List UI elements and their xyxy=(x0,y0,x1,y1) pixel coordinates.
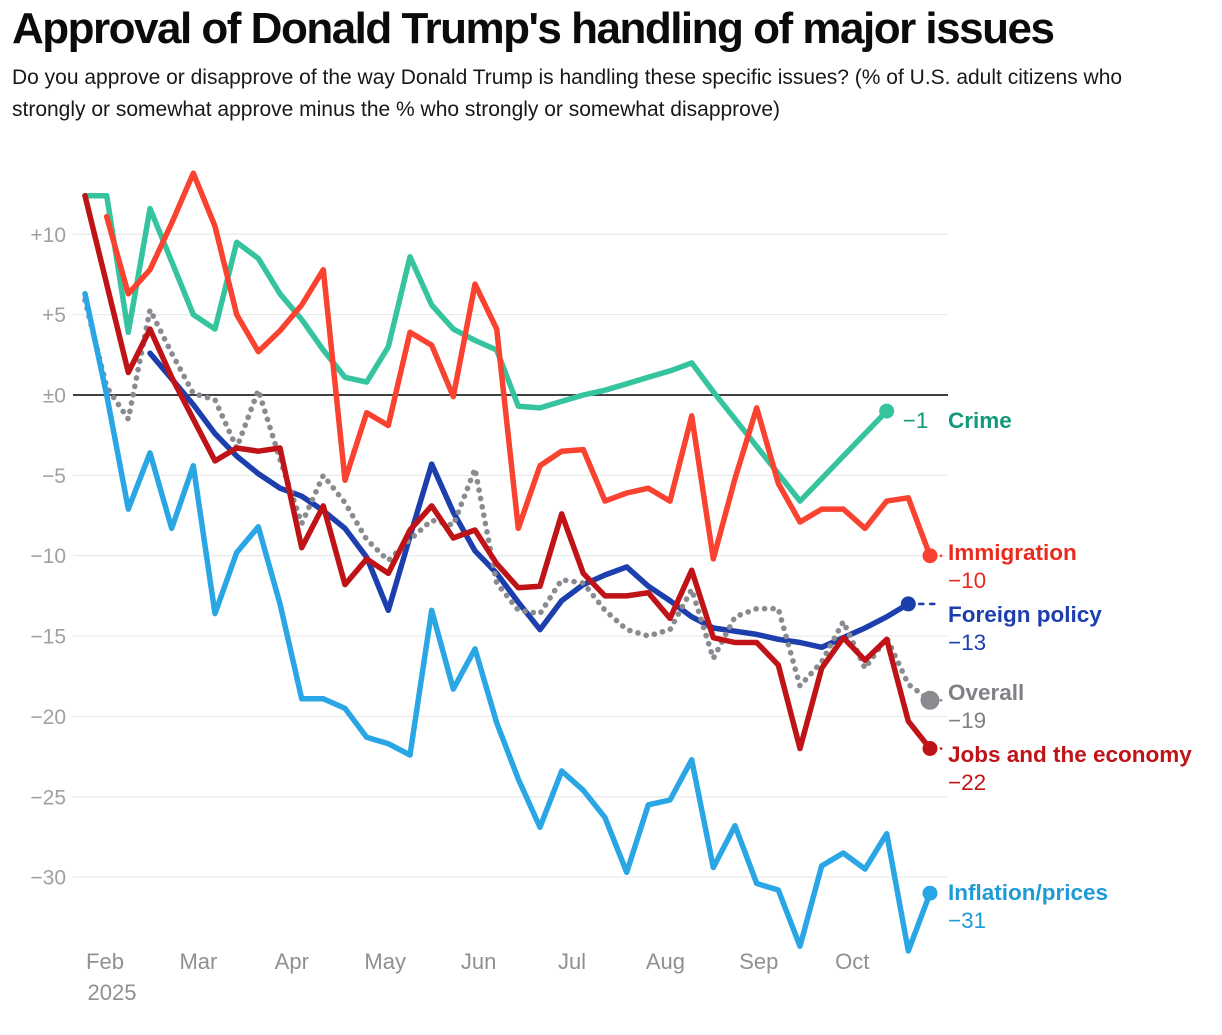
y-axis-tick-label: −10 xyxy=(30,545,66,568)
x-axis-year-label: 2025 xyxy=(88,980,137,1005)
y-axis-tick-label: −20 xyxy=(30,706,66,729)
chart-canvas: +10 +5 ±0 −5 −10 −15 −20 −25 −30 Feb Mar Apr May Jun J… xyxy=(30,170,1192,1005)
series-endpoint-crime xyxy=(879,403,895,419)
x-axis-month-label: Aug xyxy=(646,949,685,974)
legend-label-immigration: Immigration xyxy=(948,540,1077,565)
legend-value-inflation: −31 xyxy=(948,908,986,933)
y-axis-tick-label: −15 xyxy=(30,626,66,649)
legend-label-jobs: Jobs and the economy xyxy=(948,742,1192,767)
series-line-overall xyxy=(82,297,933,704)
series-line-crime xyxy=(82,192,890,504)
approval-line-chart: +10 +5 ±0 −5 −10 −15 −20 −25 −30 Feb Mar Apr May Jun J… xyxy=(0,150,1222,1030)
series-line-jobs xyxy=(82,192,933,752)
y-axis-tick-label: −25 xyxy=(30,786,66,809)
y-axis-tick-label: −5 xyxy=(42,465,66,488)
series-endpoint-inflation xyxy=(922,885,938,901)
x-axis-month-label: Feb xyxy=(86,949,124,974)
series-line-inflation xyxy=(82,291,933,954)
y-axis-tick-label: +5 xyxy=(42,304,66,327)
series-endpoint-overall xyxy=(920,690,940,710)
x-axis-month-label: Mar xyxy=(179,949,217,974)
x-axis-month-label: Sep xyxy=(739,949,778,974)
legend-label-inflation: Inflation/prices xyxy=(948,880,1108,905)
legend-value-crime: −1 xyxy=(903,408,929,433)
legend-label-foreign-policy: Foreign policy xyxy=(948,602,1102,627)
x-axis-month-label: May xyxy=(364,949,406,974)
x-axis-month-label: Jul xyxy=(558,949,586,974)
legend-value-jobs: −22 xyxy=(948,770,986,795)
x-axis-month-label: Oct xyxy=(835,949,869,974)
x-axis-month-label: Apr xyxy=(275,949,309,974)
legend-value-overall: −19 xyxy=(948,708,986,733)
series-endpoint-jobs xyxy=(922,741,938,756)
chart-title: Approval of Donald Trump's handling of m… xyxy=(12,4,1055,53)
chart-subtitle: Do you approve or disapprove of the way … xyxy=(12,66,1123,122)
series-endpoint-immigration xyxy=(922,548,938,564)
legend-label-crime: Crime xyxy=(948,408,1012,433)
legend-label-overall: Overall xyxy=(948,680,1024,705)
series-line-foreign-policy xyxy=(147,350,912,651)
y-axis-tick-label: ±0 xyxy=(43,385,66,408)
legend-value-foreign-policy: −13 xyxy=(948,630,986,655)
series-endpoint-foreign-policy xyxy=(900,596,916,612)
y-axis-tick-label: +10 xyxy=(30,224,66,247)
x-axis-month-label: Jun xyxy=(461,949,496,974)
legend-value-immigration: −10 xyxy=(948,568,986,593)
series-line-immigration xyxy=(103,170,933,562)
y-axis-tick-label: −30 xyxy=(30,867,66,890)
